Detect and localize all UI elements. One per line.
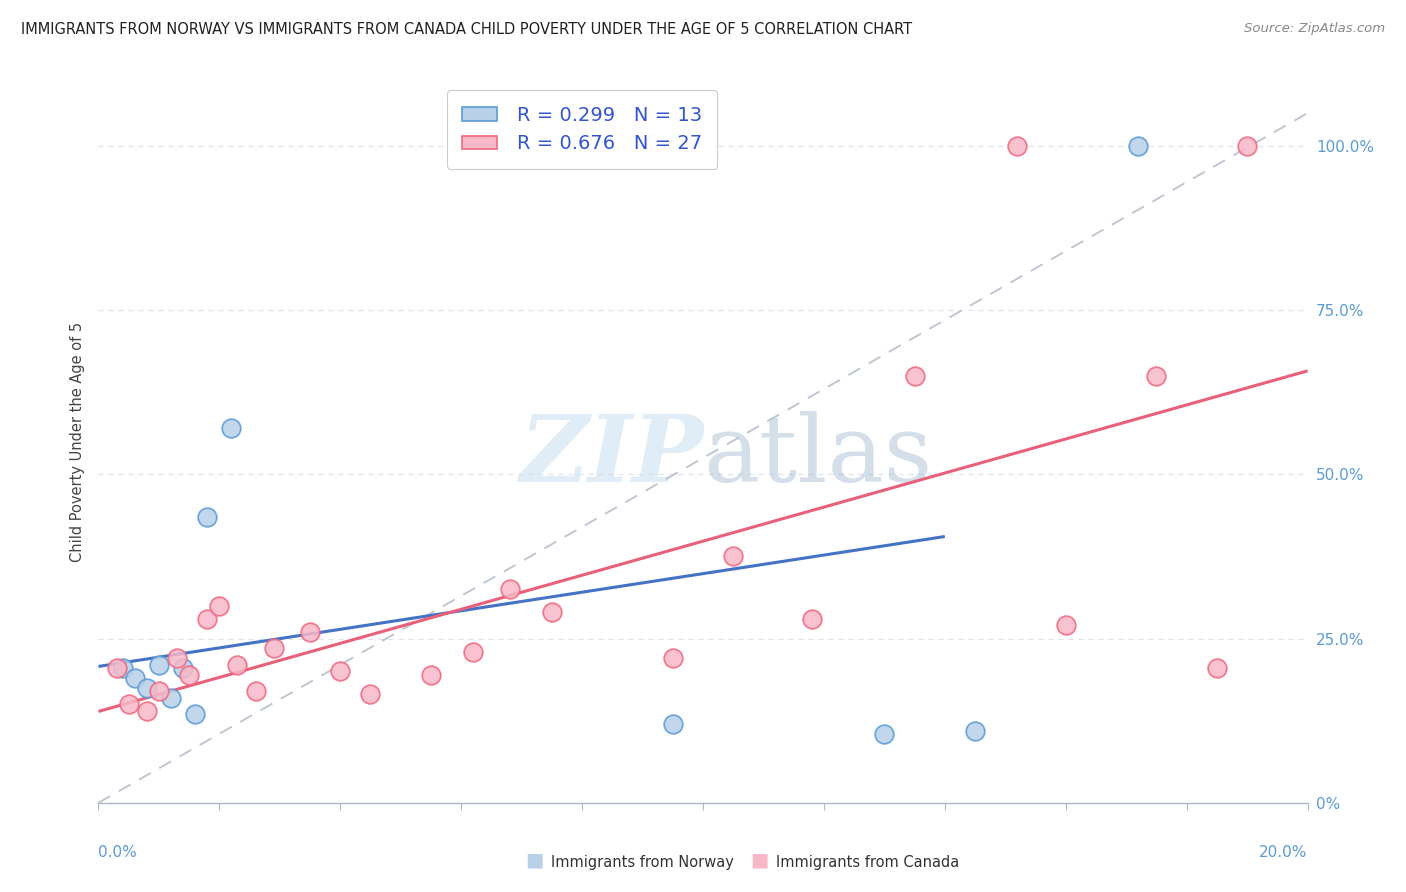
- Text: Immigrants from Canada: Immigrants from Canada: [776, 855, 959, 870]
- Point: [965, 723, 987, 738]
- Point: [221, 421, 243, 435]
- Point: [661, 717, 683, 731]
- Point: [148, 684, 170, 698]
- Point: [195, 510, 218, 524]
- Text: 20.0%: 20.0%: [1260, 846, 1308, 861]
- Text: ■: ■: [749, 851, 769, 870]
- Point: [873, 727, 896, 741]
- Point: [299, 625, 322, 640]
- Point: [463, 645, 485, 659]
- Point: [166, 651, 188, 665]
- Point: [208, 599, 231, 613]
- Text: 0.0%: 0.0%: [98, 846, 138, 861]
- Text: IMMIGRANTS FROM NORWAY VS IMMIGRANTS FROM CANADA CHILD POVERTY UNDER THE AGE OF : IMMIGRANTS FROM NORWAY VS IMMIGRANTS FRO…: [21, 22, 912, 37]
- Point: [105, 661, 128, 675]
- Text: ■: ■: [524, 851, 544, 870]
- Point: [148, 657, 170, 672]
- Text: Immigrants from Norway: Immigrants from Norway: [551, 855, 734, 870]
- Point: [420, 667, 443, 681]
- Point: [245, 684, 267, 698]
- Point: [184, 707, 207, 722]
- Point: [723, 549, 745, 564]
- Point: [135, 704, 157, 718]
- Point: [172, 661, 194, 675]
- Point: [111, 661, 134, 675]
- Point: [360, 687, 382, 701]
- Text: ZIP: ZIP: [519, 411, 703, 501]
- Point: [498, 582, 520, 597]
- Point: [904, 368, 927, 383]
- Y-axis label: Child Poverty Under the Age of 5: Child Poverty Under the Age of 5: [69, 321, 84, 562]
- Point: [800, 612, 823, 626]
- Point: [135, 681, 157, 695]
- Point: [124, 671, 146, 685]
- Point: [263, 641, 285, 656]
- Text: atlas: atlas: [703, 411, 932, 501]
- Point: [1236, 139, 1258, 153]
- Point: [195, 612, 218, 626]
- Point: [1128, 139, 1150, 153]
- Point: [661, 651, 683, 665]
- Point: [1054, 618, 1077, 632]
- Point: [1146, 368, 1168, 383]
- Legend: R = 0.299   N = 13, R = 0.676   N = 27: R = 0.299 N = 13, R = 0.676 N = 27: [447, 90, 717, 169]
- Point: [226, 657, 249, 672]
- Text: Source: ZipAtlas.com: Source: ZipAtlas.com: [1244, 22, 1385, 36]
- Point: [329, 665, 352, 679]
- Point: [1007, 139, 1029, 153]
- Point: [118, 698, 141, 712]
- Point: [160, 690, 183, 705]
- Point: [1206, 661, 1229, 675]
- Point: [540, 605, 562, 619]
- Point: [179, 667, 201, 681]
